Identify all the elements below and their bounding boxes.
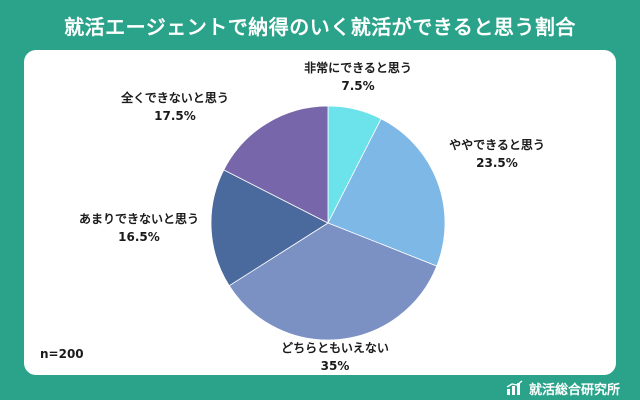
pie-slices: [210, 105, 446, 341]
pie-slice: [228, 222, 438, 341]
slice-value-label: 7.5%: [341, 79, 374, 93]
slice-value-label: 17.5%: [154, 109, 196, 123]
slice-label: 非常にできると思う: [304, 60, 412, 75]
brand: 就活総合研究所: [506, 379, 620, 398]
slice-value-label: 23.5%: [476, 156, 518, 170]
slice-value-label: 35%: [321, 359, 350, 373]
slice-label: あまりできないと思う: [79, 212, 199, 226]
bar-chart-icon: [506, 380, 523, 395]
pie-slice: [210, 169, 329, 287]
slice-label: 全くできないと思う: [120, 90, 229, 105]
brand-name: 就活総合研究所: [528, 382, 620, 398]
pie-slice: [223, 105, 329, 224]
slice-label: どちらともいえない: [281, 341, 389, 355]
slice-label: ややできると思う: [449, 138, 545, 152]
sample-size: n=200: [40, 347, 84, 361]
chart-title: 就活エージェントで納得のいく就活ができると思う割合: [64, 14, 576, 39]
slice-value-label: 16.5%: [118, 230, 160, 244]
pie-labels: 非常にできると思う 7.5% ややできると思う 23.5% どちらともいえない 35% あま…: [79, 60, 545, 373]
pie-slice: [327, 118, 446, 267]
